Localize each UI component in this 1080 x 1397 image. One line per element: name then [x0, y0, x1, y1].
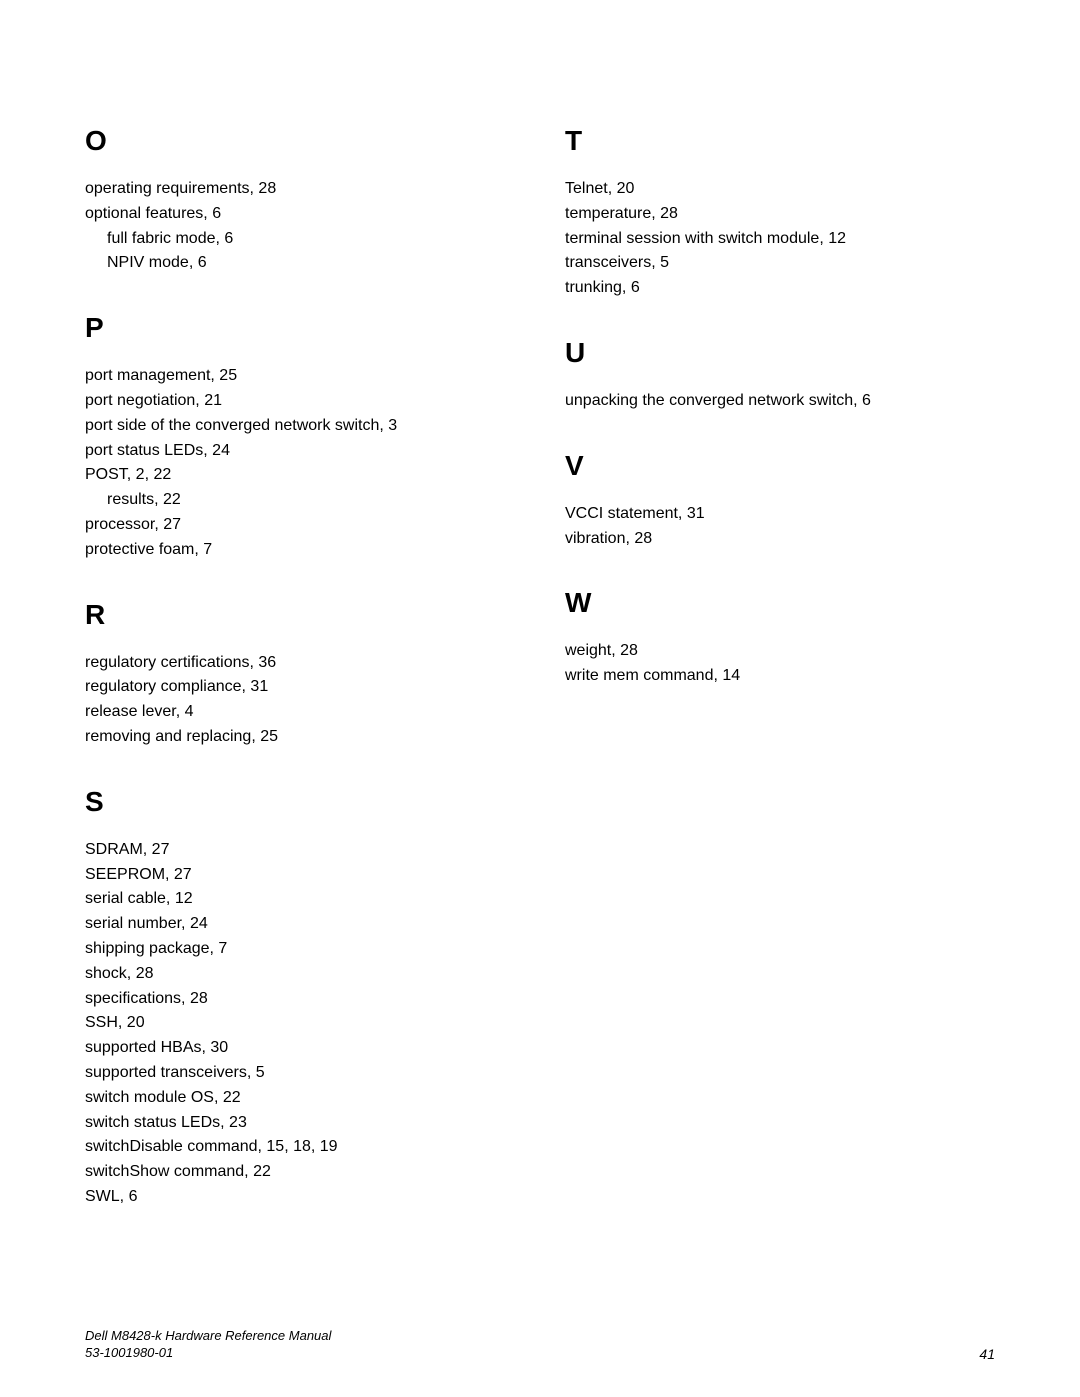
index-entry: port side of the converged network switc… [85, 416, 515, 437]
index-subentry: full fabric mode, 6 [107, 229, 515, 250]
section-v: V VCCI statement, 31 vibration, 28 [565, 450, 995, 550]
index-entry: switchDisable command, 15, 18, 19 [85, 1137, 515, 1158]
section-letter: T [565, 125, 995, 157]
footer-left: Dell M8428-k Hardware Reference Manual 5… [85, 1327, 331, 1362]
section-o: O operating requirements, 28 optional fe… [85, 125, 515, 274]
section-letter: P [85, 312, 515, 344]
section-w: W weight, 28 write mem command, 14 [565, 587, 995, 687]
section-s: S SDRAM, 27 SEEPROM, 27 serial cable, 12… [85, 786, 515, 1208]
index-entry: Telnet, 20 [565, 179, 995, 200]
section-letter: R [85, 599, 515, 631]
index-entry: POST, 2, 22 [85, 465, 515, 486]
index-entry: port negotiation, 21 [85, 391, 515, 412]
index-entry: release lever, 4 [85, 702, 515, 723]
section-u: U unpacking the converged network switch… [565, 337, 995, 412]
index-entry: regulatory certifications, 36 [85, 653, 515, 674]
index-entry: trunking, 6 [565, 278, 995, 299]
index-subentry: results, 22 [107, 490, 515, 511]
footer-docnum: 53-1001980-01 [85, 1344, 331, 1362]
index-entry: protective foam, 7 [85, 540, 515, 561]
index-entry: terminal session with switch module, 12 [565, 229, 995, 250]
index-entry: operating requirements, 28 [85, 179, 515, 200]
index-entry: removing and replacing, 25 [85, 727, 515, 748]
index-entry: optional features, 6 [85, 204, 515, 225]
left-column: O operating requirements, 28 optional fe… [85, 125, 515, 1246]
index-entry: switch module OS, 22 [85, 1088, 515, 1109]
section-letter: O [85, 125, 515, 157]
index-entry: regulatory compliance, 31 [85, 677, 515, 698]
index-entry: unpacking the converged network switch, … [565, 391, 995, 412]
index-columns: O operating requirements, 28 optional fe… [85, 125, 995, 1246]
section-t: T Telnet, 20 temperature, 28 terminal se… [565, 125, 995, 299]
index-entry: shock, 28 [85, 964, 515, 985]
index-entry: SDRAM, 27 [85, 840, 515, 861]
index-entry: write mem command, 14 [565, 666, 995, 687]
index-entry: transceivers, 5 [565, 253, 995, 274]
index-entry: supported transceivers, 5 [85, 1063, 515, 1084]
right-column: T Telnet, 20 temperature, 28 terminal se… [565, 125, 995, 1246]
section-p: P port management, 25 port negotiation, … [85, 312, 515, 560]
index-entry: shipping package, 7 [85, 939, 515, 960]
footer: Dell M8428-k Hardware Reference Manual 5… [85, 1327, 995, 1362]
index-entry: SWL, 6 [85, 1187, 515, 1208]
index-subentry: NPIV mode, 6 [107, 253, 515, 274]
section-r: R regulatory certifications, 36 regulato… [85, 599, 515, 748]
page: O operating requirements, 28 optional fe… [0, 0, 1080, 1397]
footer-title: Dell M8428-k Hardware Reference Manual [85, 1327, 331, 1345]
index-entry: port management, 25 [85, 366, 515, 387]
index-entry: temperature, 28 [565, 204, 995, 225]
index-entry: serial cable, 12 [85, 889, 515, 910]
section-letter: U [565, 337, 995, 369]
index-entry: supported HBAs, 30 [85, 1038, 515, 1059]
index-entry: SSH, 20 [85, 1013, 515, 1034]
index-entry: processor, 27 [85, 515, 515, 536]
footer-page-number: 41 [979, 1346, 995, 1362]
section-letter: W [565, 587, 995, 619]
section-letter: V [565, 450, 995, 482]
index-entry: serial number, 24 [85, 914, 515, 935]
index-entry: vibration, 28 [565, 529, 995, 550]
index-entry: SEEPROM, 27 [85, 865, 515, 886]
section-letter: S [85, 786, 515, 818]
index-entry: switchShow command, 22 [85, 1162, 515, 1183]
index-entry: weight, 28 [565, 641, 995, 662]
index-entry: switch status LEDs, 23 [85, 1113, 515, 1134]
index-entry: VCCI statement, 31 [565, 504, 995, 525]
index-entry: specifications, 28 [85, 989, 515, 1010]
index-entry: port status LEDs, 24 [85, 441, 515, 462]
